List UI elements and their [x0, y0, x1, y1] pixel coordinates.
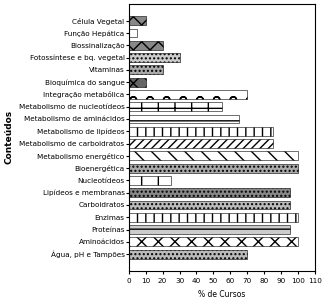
Bar	[129, 28, 137, 37]
Bar	[129, 65, 163, 74]
Bar	[129, 115, 239, 123]
Bar	[129, 225, 289, 234]
Bar	[129, 188, 289, 197]
Bar	[129, 90, 247, 99]
Bar	[129, 152, 298, 160]
Bar	[129, 53, 180, 62]
Bar	[129, 78, 146, 87]
Bar	[129, 102, 222, 111]
Bar	[129, 237, 298, 246]
Bar	[129, 213, 298, 222]
Bar	[129, 16, 146, 25]
Bar	[129, 139, 273, 148]
Bar	[129, 250, 247, 258]
X-axis label: % de Cursos: % de Cursos	[198, 290, 245, 299]
Bar	[129, 176, 171, 185]
Bar	[129, 127, 273, 136]
Bar	[129, 164, 298, 172]
Bar	[129, 41, 163, 50]
Y-axis label: Conteúdos: Conteúdos	[4, 110, 13, 165]
Bar	[129, 201, 289, 209]
